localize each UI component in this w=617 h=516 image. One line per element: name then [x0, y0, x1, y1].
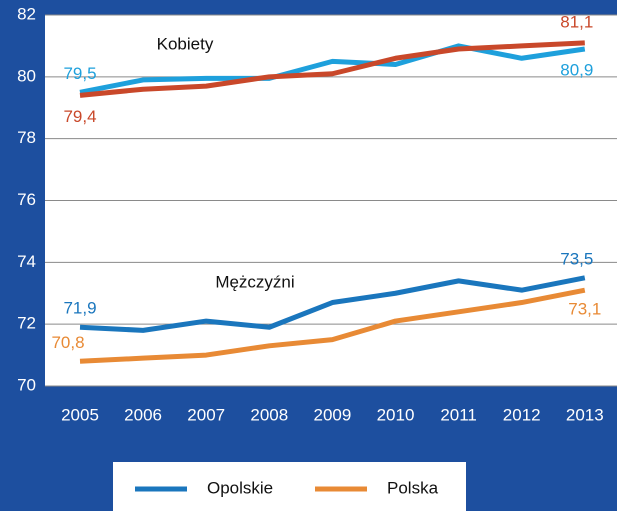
data-label: 80,9	[560, 60, 593, 79]
series-line	[79, 40, 585, 98]
x-tick-label: 2010	[377, 405, 415, 424]
x-tick-label: 2011	[440, 405, 477, 424]
y-tick-label: 82	[17, 4, 36, 23]
series-line	[79, 287, 586, 364]
x-tick-label: 2013	[566, 405, 604, 424]
data-label: 79,4	[63, 107, 96, 126]
data-label: 81,1	[560, 12, 593, 31]
series-line	[79, 43, 586, 95]
x-tick-label: 2009	[313, 405, 351, 424]
data-label: 73,1	[568, 300, 601, 319]
y-tick-label: 76	[17, 190, 36, 209]
x-tick-label: 2005	[61, 405, 99, 424]
group-label: Mężczyźni	[215, 272, 294, 291]
data-label: 71,9	[63, 299, 96, 318]
y-tick-label: 70	[17, 375, 36, 394]
x-tick-label: 2007	[187, 405, 225, 424]
group-label: Kobiety	[157, 34, 214, 53]
data-label: 70,8	[51, 333, 84, 352]
y-tick-label: 74	[17, 252, 36, 271]
data-label: 79,5	[63, 64, 96, 83]
y-tick-label: 72	[17, 314, 36, 333]
x-tick-label: 2006	[124, 405, 162, 424]
legend-label: Polska	[387, 478, 439, 497]
x-tick-label: 2008	[250, 405, 288, 424]
x-tick-label: 2012	[503, 405, 541, 424]
legend-label: Opolskie	[207, 478, 273, 497]
series-line	[79, 275, 586, 333]
data-label: 73,5	[560, 249, 593, 268]
y-tick-label: 80	[17, 66, 36, 85]
y-tick-label: 78	[17, 128, 36, 147]
